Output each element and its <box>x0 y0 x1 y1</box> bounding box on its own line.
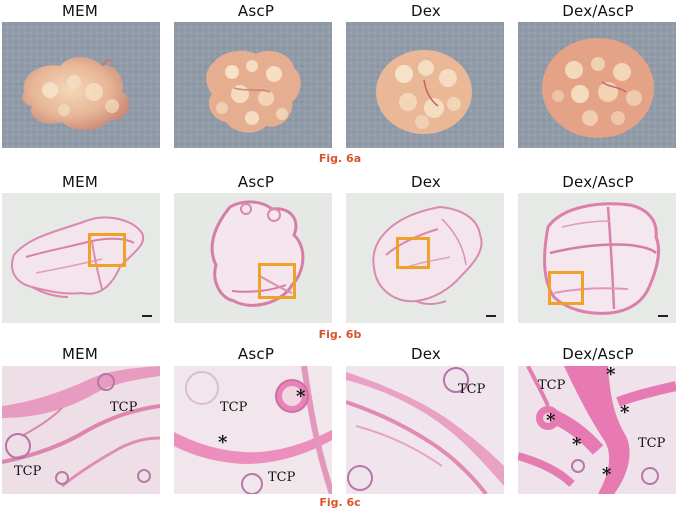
column-label-mem: MEM <box>62 2 98 20</box>
asterisk-marker: * <box>606 366 616 385</box>
column-label-dex: Dex <box>411 2 441 20</box>
column-label-ascp: AscP <box>237 2 275 20</box>
gross-photo-ascp <box>174 22 332 148</box>
scale-bar <box>486 315 496 317</box>
asterisk-marker: * <box>572 434 582 455</box>
caption-fig-6c: Fig. 6c <box>319 496 361 509</box>
gross-photo-dex <box>346 22 504 148</box>
highmag-section-dex: TCP <box>346 366 504 494</box>
caption-fig-6b: Fig. 6b <box>318 328 362 341</box>
highmag-section-ascp: TCP TCP * * <box>174 366 332 494</box>
highmag-section-mem: TCP TCP <box>2 366 160 494</box>
label-tcp: TCP <box>14 464 42 479</box>
label-tcp: TCP <box>638 436 666 451</box>
highmag-section-dex-ascp: TCP TCP * * * * * <box>518 366 676 494</box>
column-label-dex-c: Dex <box>411 345 441 363</box>
label-tcp: TCP <box>268 470 296 485</box>
asterisk-marker: * <box>218 432 228 453</box>
asterisk-marker: * <box>296 386 306 407</box>
asterisk-marker: * <box>620 402 630 423</box>
histology-section-dex <box>346 193 504 323</box>
highlight-box-dex <box>396 237 430 269</box>
column-label-dex-ascp-c: Dex/AscP <box>562 345 634 363</box>
caption-fig-6a: Fig. 6a <box>318 152 362 165</box>
gross-photo-mem <box>2 22 160 148</box>
highlight-box-mem <box>88 233 126 267</box>
highlight-box-dex-ascp <box>548 271 584 305</box>
column-label-dex-b: Dex <box>411 173 441 191</box>
column-label-mem-c: MEM <box>62 345 98 363</box>
scale-bar <box>142 315 152 317</box>
asterisk-marker: * <box>602 464 612 485</box>
column-label-dex-ascp: Dex/AscP <box>562 2 634 20</box>
gross-photo-dex-ascp <box>518 22 676 148</box>
column-label-mem-b: MEM <box>62 173 98 191</box>
histology-section-mem <box>2 193 160 323</box>
label-tcp: TCP <box>110 400 138 415</box>
column-label-ascp-b: AscP <box>237 173 275 191</box>
column-label-ascp-c: AscP <box>237 345 275 363</box>
histology-section-dex-ascp <box>518 193 676 323</box>
asterisk-marker: * <box>546 410 556 431</box>
label-tcp: TCP <box>458 382 486 397</box>
histology-section-ascp <box>174 193 332 323</box>
column-label-dex-ascp-b: Dex/AscP <box>562 173 634 191</box>
highlight-box-ascp <box>258 263 296 299</box>
label-tcp: TCP <box>538 378 566 393</box>
label-tcp: TCP <box>220 400 248 415</box>
scale-bar <box>658 315 668 317</box>
